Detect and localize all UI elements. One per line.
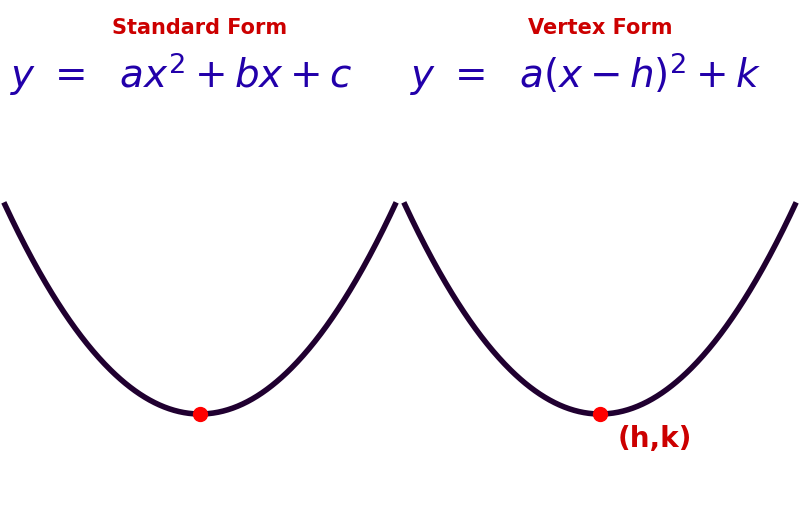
Point xyxy=(594,410,606,418)
Text: $y\ =\ \ ax^2 + bx + c$: $y\ =\ \ ax^2 + bx + c$ xyxy=(10,50,353,98)
Point xyxy=(194,410,206,418)
Text: (h,k): (h,k) xyxy=(618,424,692,452)
Text: Vertex Form: Vertex Form xyxy=(528,18,672,38)
Text: $y\ =\ \ a(x - h)^2 + k$: $y\ =\ \ a(x - h)^2 + k$ xyxy=(410,50,762,98)
Text: Standard Form: Standard Form xyxy=(113,18,287,38)
